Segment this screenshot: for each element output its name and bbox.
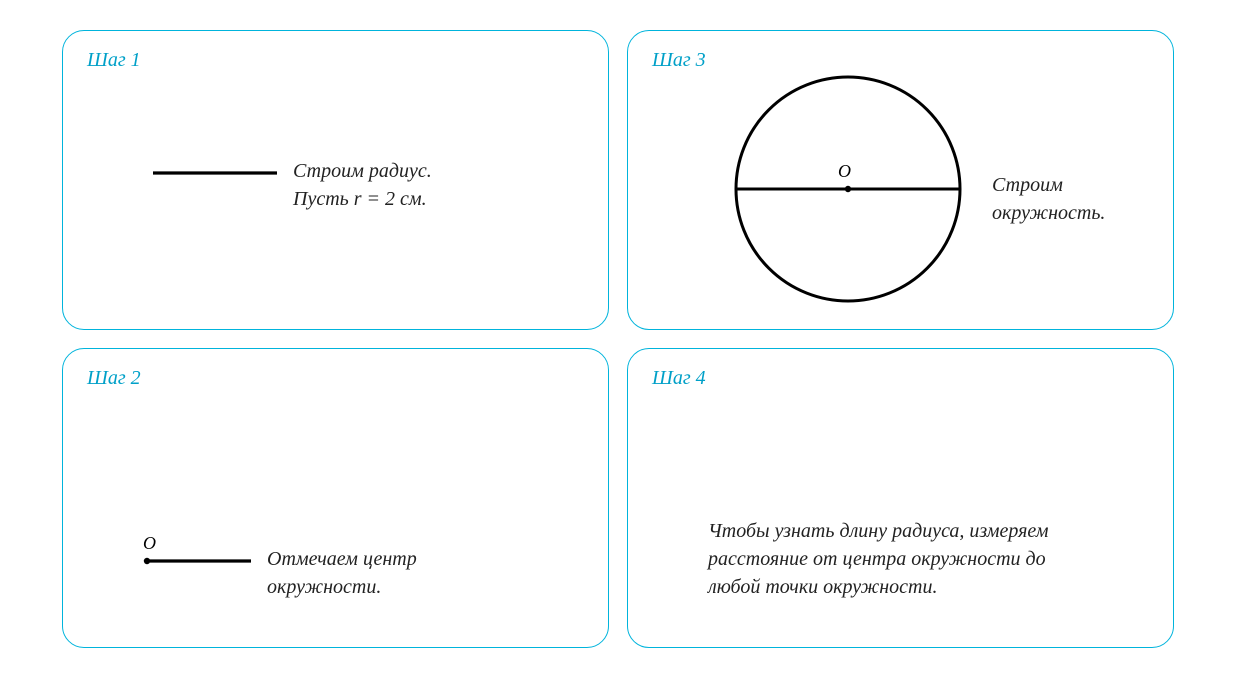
desc-step-2-line-1: Отмечаем центр — [267, 545, 417, 573]
desc-step-4-line-1: Чтобы узнать длину радиуса, измеряем — [708, 517, 1049, 545]
panel-3-content: O Строим окружность. — [628, 75, 1173, 329]
desc-step-2: Отмечаем центр окружности. — [267, 545, 417, 601]
panel-grid: Шаг 1 Строим радиус. Пусть r = 2 см. Шаг… — [62, 30, 1174, 648]
center-label-O: O — [838, 161, 851, 181]
panel-4-content: Чтобы узнать длину радиуса, измеряем рас… — [628, 393, 1173, 647]
step-title-1: Шаг 1 — [87, 49, 584, 72]
desc-step-4-line-3: любой точки окружности. — [708, 573, 1049, 601]
desc-step-2-line-2: окружности. — [267, 573, 417, 601]
step-title-4: Шаг 4 — [652, 367, 1149, 390]
panel-step-1: Шаг 1 Строим радиус. Пусть r = 2 см. — [62, 30, 609, 330]
desc-step-1-line-1: Строим радиус. — [293, 157, 432, 185]
panel-step-4: Шаг 4 Чтобы узнать длину радиуса, измеря… — [627, 348, 1174, 648]
desc-step-1-line-2: Пусть r = 2 см. — [293, 185, 432, 213]
panel-2-content: O Отмечаем центр окружности. — [63, 393, 608, 647]
panel-step-3: Шаг 3 O Строим окружность. — [627, 30, 1174, 330]
desc-step-3-line-1: Строим — [992, 171, 1105, 199]
desc-step-4: Чтобы узнать длину радиуса, измеряем рас… — [708, 517, 1049, 601]
panel-1-content: Строим радиус. Пусть r = 2 см. — [63, 75, 608, 329]
figure-step-2: O — [63, 393, 263, 613]
desc-step-3-line-2: окружность. — [992, 199, 1105, 227]
desc-step-3: Строим окружность. — [992, 171, 1105, 227]
desc-step-4-line-2: расстояние от центра окружности до — [708, 545, 1049, 573]
endpoint-label-O: O — [143, 533, 156, 553]
desc-step-1: Строим радиус. Пусть r = 2 см. — [293, 157, 432, 213]
center-point — [845, 186, 851, 192]
figure-step-3: O — [628, 35, 988, 315]
panel-step-2: Шаг 2 O Отмечаем центр окружности. — [62, 348, 609, 648]
endpoint-O — [144, 558, 150, 564]
figure-step-1 — [63, 75, 283, 275]
step-title-2: Шаг 2 — [87, 367, 584, 390]
